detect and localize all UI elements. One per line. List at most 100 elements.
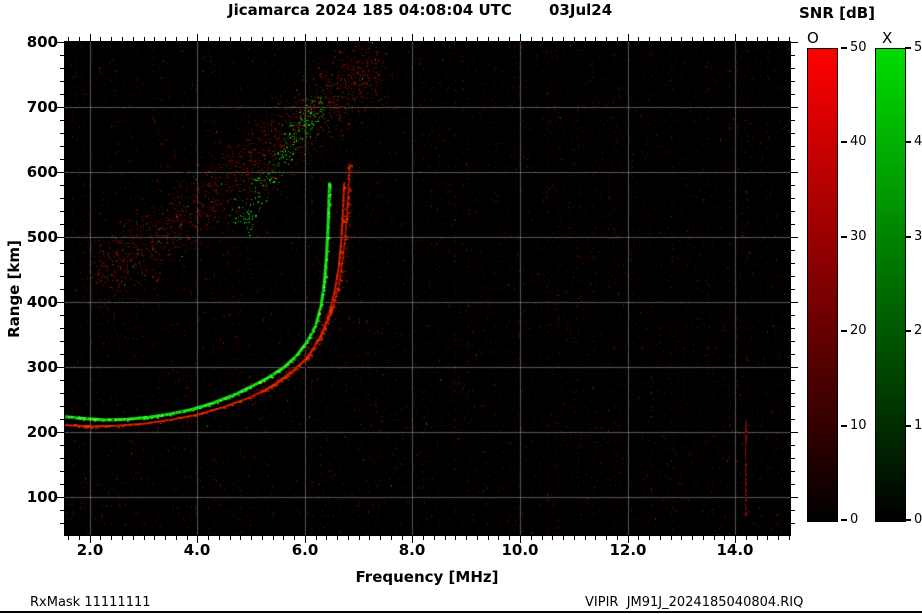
- colorbar-tick-label: 20: [905, 323, 922, 339]
- axis-tick-mark: [283, 536, 284, 540]
- axis-tick-mark: [337, 536, 338, 540]
- axis-tick-mark: [563, 37, 564, 41]
- axis-tick-mark: [778, 37, 779, 41]
- axis-tick-mark: [488, 536, 489, 540]
- axis-tick-mark: [791, 328, 795, 329]
- axis-tick-mark: [791, 302, 798, 303]
- colorbar-tick-label: 40: [905, 134, 922, 150]
- axis-tick-mark: [746, 536, 747, 540]
- axis-tick-mark: [273, 536, 274, 540]
- y-tick-label: 100: [26, 488, 58, 506]
- axis-tick-mark: [791, 354, 795, 355]
- axis-tick-mark: [563, 536, 564, 540]
- axis-tick-mark: [60, 419, 64, 420]
- axis-tick-mark: [692, 536, 693, 540]
- axis-tick-mark: [434, 536, 435, 540]
- colorbar-tick-dash: [841, 141, 847, 144]
- axis-tick-mark: [681, 37, 682, 41]
- axis-tick-mark: [791, 406, 795, 407]
- axis-tick-mark: [746, 37, 747, 41]
- colorbar-tick-value: 10: [850, 417, 867, 433]
- axis-tick-mark: [617, 37, 618, 41]
- colorbar-o-gradient: [807, 48, 838, 522]
- axis-tick-mark: [144, 536, 145, 540]
- axis-tick-mark: [791, 185, 795, 186]
- axis-tick-mark: [57, 367, 64, 368]
- y-tick-label: 500: [26, 228, 58, 246]
- axis-tick-mark: [628, 536, 629, 543]
- axis-tick-mark: [574, 536, 575, 540]
- axis-tick-mark: [262, 536, 263, 540]
- axis-tick-mark: [791, 497, 798, 498]
- axis-tick-mark: [791, 341, 795, 342]
- axis-tick-mark: [445, 536, 446, 540]
- plot-title: Jicamarca 2024 185 04:08:04 UTC: [228, 1, 512, 19]
- axis-tick-mark: [778, 536, 779, 540]
- axis-tick-mark: [60, 471, 64, 472]
- axis-tick-mark: [60, 133, 64, 134]
- x-tick-label: 8.0: [398, 541, 426, 559]
- axis-tick-mark: [791, 237, 798, 238]
- colorbar-tick-value: 40: [914, 134, 922, 150]
- axis-tick-mark: [187, 536, 188, 540]
- colorbar-tick-label: 50: [905, 40, 922, 56]
- axis-tick-mark: [638, 536, 639, 540]
- axis-tick-mark: [692, 37, 693, 41]
- colorbar-tick-value: 40: [850, 134, 867, 150]
- x-axis-title: Frequency [MHz]: [355, 568, 499, 586]
- y-tick-label: 800: [26, 33, 58, 51]
- x-tick-label: 4.0: [183, 541, 211, 559]
- axis-tick-mark: [703, 37, 704, 41]
- axis-tick-mark: [791, 380, 795, 381]
- axis-tick-mark: [671, 536, 672, 540]
- axis-tick-mark: [57, 107, 64, 108]
- axis-tick-mark: [791, 107, 798, 108]
- axis-tick-mark: [111, 37, 112, 41]
- colorbar-tick-value: 20: [850, 323, 867, 339]
- axis-tick-mark: [57, 172, 64, 173]
- axis-tick-mark: [789, 37, 790, 41]
- axis-tick-mark: [606, 536, 607, 540]
- ionogram-plot-area: [64, 41, 791, 536]
- axis-tick-mark: [100, 536, 101, 540]
- axis-tick-mark: [251, 536, 252, 540]
- axis-tick-mark: [477, 536, 478, 540]
- axis-tick-mark: [176, 37, 177, 41]
- axis-tick-mark: [791, 263, 795, 264]
- axis-tick-mark: [791, 523, 795, 524]
- colorbar-tick-value: 10: [914, 417, 922, 433]
- axis-tick-mark: [789, 536, 790, 540]
- axis-tick-mark: [165, 536, 166, 540]
- axis-tick-mark: [791, 315, 795, 316]
- x-tick-label: 2.0: [76, 541, 104, 559]
- axis-tick-mark: [574, 37, 575, 41]
- axis-tick-mark: [714, 37, 715, 41]
- axis-tick-mark: [477, 37, 478, 41]
- y-tick-label: 600: [26, 163, 58, 181]
- axis-tick-mark: [423, 37, 424, 41]
- axis-tick-mark: [402, 536, 403, 540]
- x-tick-label: 6.0: [291, 541, 319, 559]
- axis-tick-mark: [703, 536, 704, 540]
- colorbar-tick-dash: [905, 141, 911, 144]
- axis-tick-mark: [791, 68, 795, 69]
- axis-tick-mark: [369, 37, 370, 41]
- axis-tick-mark: [391, 536, 392, 540]
- axis-tick-mark: [791, 367, 798, 368]
- axis-tick-mark: [197, 34, 198, 41]
- colorbar-tick-value: 0: [850, 512, 859, 527]
- axis-tick-mark: [60, 224, 64, 225]
- axis-tick-mark: [60, 380, 64, 381]
- axis-tick-mark: [60, 445, 64, 446]
- axis-tick-mark: [79, 536, 80, 540]
- axis-tick-mark: [122, 536, 123, 540]
- colorbar-tick-dash: [905, 330, 911, 333]
- axis-tick-mark: [638, 37, 639, 41]
- axis-tick-mark: [585, 37, 586, 41]
- axis-tick-mark: [90, 34, 91, 41]
- colorbar-tick-dash: [905, 519, 911, 521]
- axis-tick-mark: [520, 536, 521, 543]
- colorbar-tick-label: 0: [841, 512, 858, 528]
- axis-tick-mark: [412, 536, 413, 543]
- axis-tick-mark: [791, 42, 798, 43]
